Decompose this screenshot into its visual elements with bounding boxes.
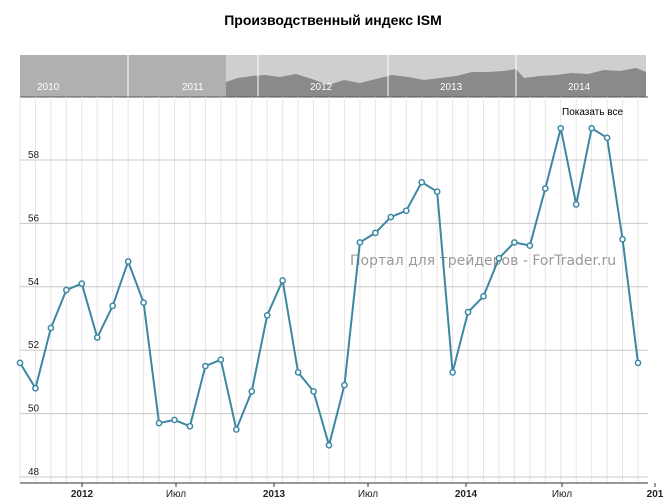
- data-point[interactable]: [572, 201, 580, 208]
- x-tick-label: 201: [647, 489, 664, 500]
- data-point[interactable]: [433, 188, 441, 196]
- range-navigator[interactable]: 2010 2011 2012 2013 2014: [20, 55, 648, 98]
- y-axis-ticks: 48 50 52 54 56 58: [28, 150, 40, 478]
- x-tick-label: 2014: [455, 489, 478, 500]
- data-point[interactable]: [78, 280, 86, 287]
- x-tick-label: Июл: [166, 489, 186, 500]
- data-point[interactable]: [202, 362, 209, 370]
- x-axis-ticks: 2012 Июл 2013 Июл 2014 Июл 201: [71, 483, 664, 500]
- data-point[interactable]: [464, 308, 472, 316]
- data-point[interactable]: [495, 254, 503, 262]
- data-point[interactable]: [480, 292, 487, 300]
- data-point[interactable]: [557, 124, 565, 132]
- data-point[interactable]: [248, 388, 256, 395]
- data-point[interactable]: [294, 369, 302, 376]
- show-all-button[interactable]: Показать все: [562, 107, 623, 118]
- navigator-year-label: 2011: [182, 82, 204, 93]
- data-point[interactable]: [16, 359, 24, 367]
- navigator-area: [226, 68, 646, 97]
- x-tick-label: Июл: [552, 489, 572, 500]
- x-tick-label: Июл: [358, 489, 378, 500]
- data-point[interactable]: [588, 124, 596, 132]
- y-tick-label: 48: [28, 467, 40, 478]
- navigator-year-label: 2012: [310, 82, 333, 93]
- data-point[interactable]: [526, 242, 534, 249]
- data-point[interactable]: [372, 229, 379, 237]
- data-point[interactable]: [93, 334, 101, 341]
- x-tick-label: 2013: [263, 489, 286, 500]
- navigator-mask: [20, 55, 226, 97]
- data-point[interactable]: [63, 286, 70, 294]
- data-point[interactable]: [47, 324, 55, 332]
- data-point[interactable]: [232, 426, 240, 433]
- data-point[interactable]: [155, 419, 163, 427]
- data-point[interactable]: [263, 311, 271, 319]
- data-point[interactable]: [325, 441, 333, 449]
- data-point[interactable]: [511, 239, 518, 246]
- data-point[interactable]: [603, 134, 611, 142]
- y-tick-label: 58: [28, 150, 40, 161]
- data-point[interactable]: [171, 416, 178, 424]
- data-point[interactable]: [217, 356, 225, 364]
- y-tick-label: 50: [28, 404, 40, 415]
- x-tick-label: 2012: [71, 489, 94, 500]
- data-point[interactable]: [541, 185, 549, 192]
- data-point[interactable]: [402, 207, 410, 215]
- navigator-year-label: 2014: [568, 82, 591, 93]
- data-point[interactable]: [341, 381, 348, 389]
- series-line-group: [16, 124, 642, 450]
- data-point[interactable]: [32, 384, 39, 392]
- data-point[interactable]: [418, 178, 426, 186]
- data-point[interactable]: [124, 258, 132, 265]
- data-point[interactable]: [310, 388, 317, 395]
- y-tick-label: 54: [28, 277, 40, 288]
- navigator-year-label: 2010: [37, 82, 60, 93]
- data-point[interactable]: [109, 302, 117, 310]
- data-point[interactable]: [449, 369, 456, 376]
- data-point[interactable]: [619, 235, 626, 243]
- watermark-text: Портал для трейдеров - ForTrader.ru: [350, 253, 616, 269]
- data-point[interactable]: [634, 359, 642, 367]
- chart-title: Производственный индекс ISM: [224, 12, 442, 28]
- data-point[interactable]: [387, 213, 395, 221]
- y-tick-label: 52: [28, 340, 40, 351]
- y-tick-label: 56: [28, 213, 40, 224]
- data-point[interactable]: [356, 239, 364, 246]
- data-point[interactable]: [186, 422, 194, 430]
- data-point[interactable]: [140, 299, 147, 306]
- data-point[interactable]: [279, 277, 286, 284]
- navigator-year-label: 2013: [440, 82, 463, 93]
